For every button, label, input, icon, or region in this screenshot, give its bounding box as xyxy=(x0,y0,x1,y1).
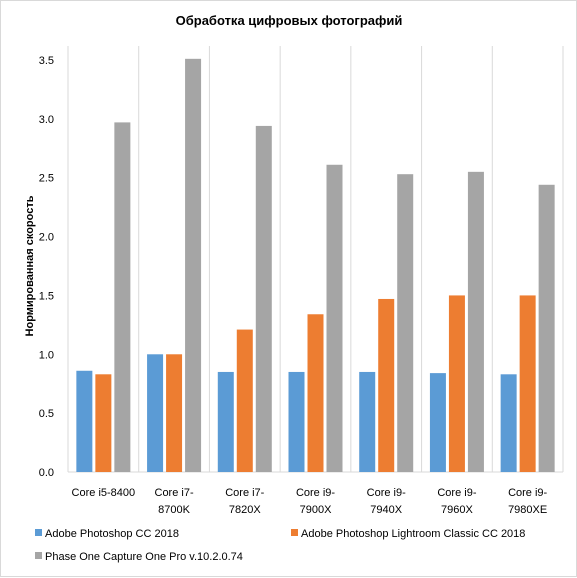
bar xyxy=(378,298,395,472)
x-tick-label: Core i7- xyxy=(155,487,194,499)
bar xyxy=(538,184,555,472)
x-tick-label: Core i9- xyxy=(296,487,335,499)
x-tick-label: Core i9- xyxy=(508,487,547,499)
x-tick-label: 7820X xyxy=(229,504,261,516)
y-axis-label: Нормированная скорость xyxy=(24,195,36,336)
bar xyxy=(236,329,253,472)
x-tick-label: 8700K xyxy=(158,504,190,516)
legend-label: Adobe Photoshop CC 2018 xyxy=(45,528,179,540)
bars xyxy=(76,58,555,473)
bar xyxy=(429,373,446,472)
y-tick-label: 1.0 xyxy=(39,349,54,361)
bar xyxy=(288,371,305,472)
bar xyxy=(397,174,414,472)
legend-swatch xyxy=(35,529,42,536)
bar xyxy=(359,371,376,472)
y-tick-label: 0.0 xyxy=(39,467,54,479)
y-tick-label: 2.5 xyxy=(39,173,54,185)
y-tick-label: 3.0 xyxy=(39,114,54,126)
y-tick-label: 0.5 xyxy=(39,408,54,420)
bar xyxy=(307,314,324,472)
x-tick-label: 7940X xyxy=(370,504,402,516)
bar xyxy=(76,370,93,472)
x-tick-label: Core i7- xyxy=(225,487,264,499)
x-tick-label: Core i5-8400 xyxy=(72,487,136,499)
x-tick-label: Core i9- xyxy=(437,487,476,499)
x-tick-label: 7960X xyxy=(441,504,473,516)
y-tick-label: 2.0 xyxy=(39,232,54,244)
x-axis-ticks: Core i5-8400 Core i7- 8700K Core i7- 7820X Co… xyxy=(72,487,548,516)
legend-label: Phase One Capture One Pro v.10.2.0.74 xyxy=(45,551,243,563)
bar xyxy=(114,122,131,472)
bar xyxy=(217,371,234,472)
y-tick-label: 3.5 xyxy=(39,55,54,67)
legend: Adobe Photoshop CC 2018 Adobe Photoshop L… xyxy=(35,528,525,563)
legend-swatch xyxy=(291,529,298,536)
x-tick-label: 7980XE xyxy=(508,504,547,516)
bar xyxy=(95,374,112,472)
y-axis-ticks: 0.0 0.5 1.0 1.5 2.0 2.5 3.0 3.5 xyxy=(39,55,54,479)
legend-label: Adobe Photoshop Lightroom Classic CC 201… xyxy=(301,528,525,540)
y-tick-label: 1.5 xyxy=(39,290,54,302)
bar xyxy=(500,374,517,472)
x-tick-label: Core i9- xyxy=(367,487,406,499)
bar xyxy=(448,295,465,472)
bar xyxy=(519,295,536,472)
bar xyxy=(166,354,183,472)
legend-swatch xyxy=(35,552,42,559)
bar xyxy=(147,354,164,472)
bar xyxy=(255,125,272,473)
chart-title: Обработка цифровых фотографий xyxy=(176,13,403,28)
x-tick-label: 7900X xyxy=(300,504,332,516)
bar xyxy=(326,164,343,472)
bar xyxy=(185,58,202,473)
bar xyxy=(467,171,484,473)
